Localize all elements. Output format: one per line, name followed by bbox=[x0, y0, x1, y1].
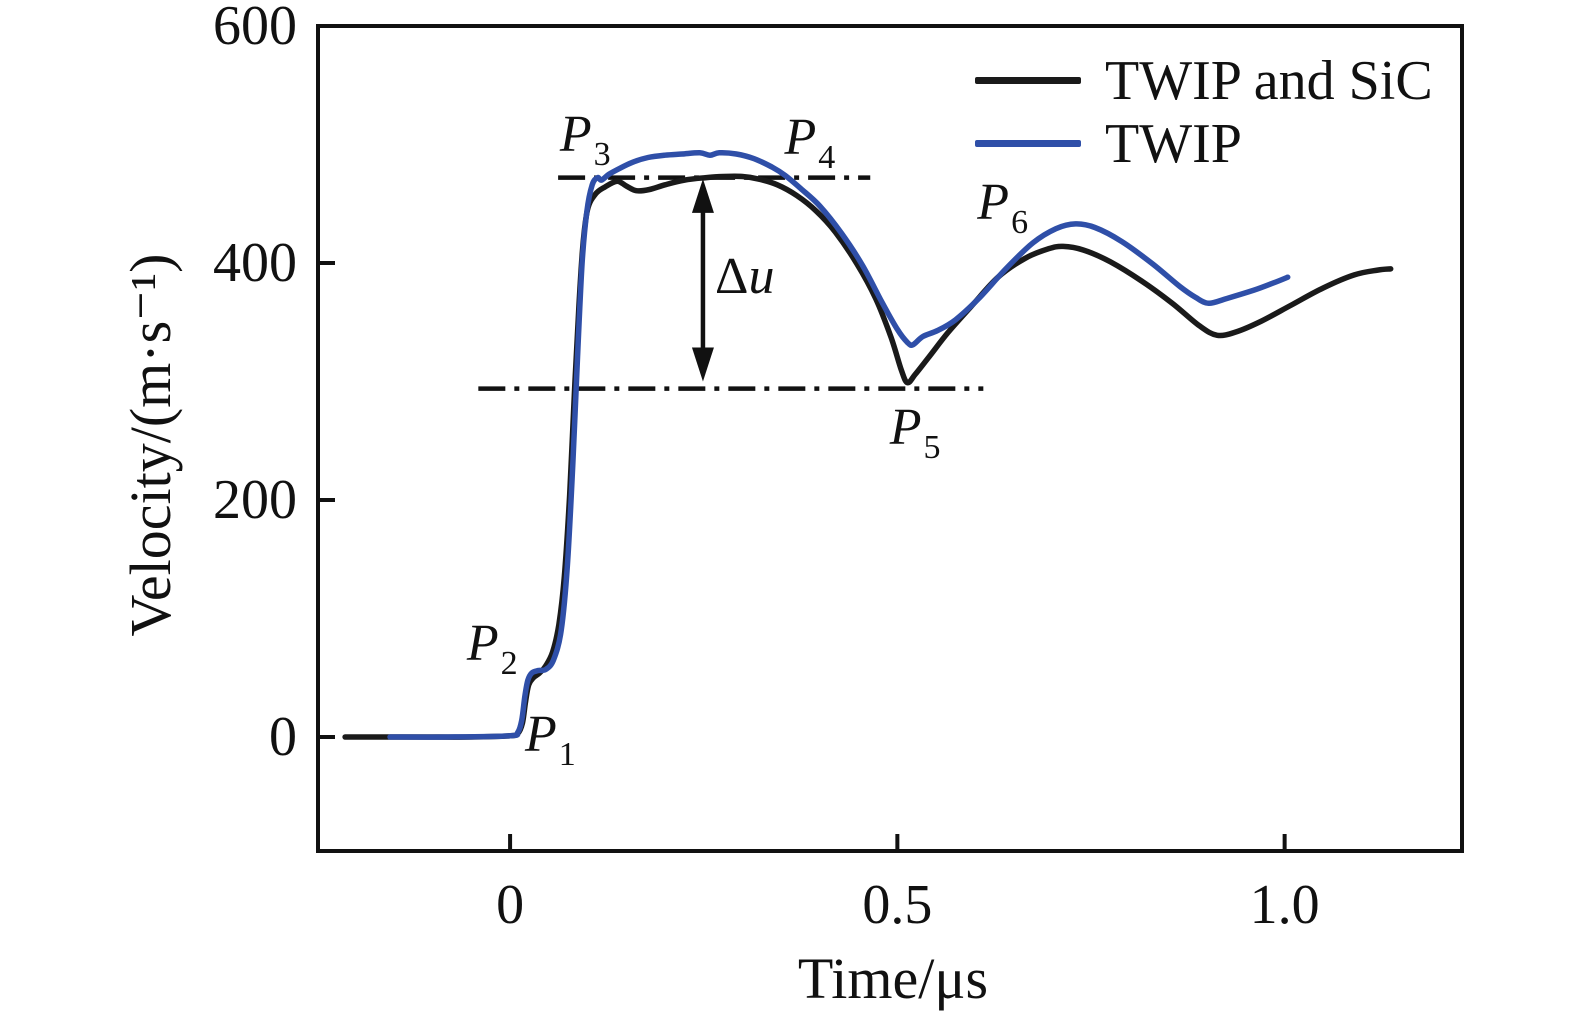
y-tick-label-600: 600 bbox=[213, 0, 297, 57]
annotation-main: P bbox=[889, 399, 922, 457]
annotation-prefix: Δ bbox=[715, 248, 749, 306]
annotation-subscript: 4 bbox=[818, 139, 836, 177]
annotation-p5: P5 bbox=[890, 402, 941, 474]
annotation-p3: P3 bbox=[559, 105, 611, 181]
plot-frame bbox=[316, 24, 1464, 853]
legend-item-twip-and-sic: TWIP and SiC bbox=[975, 49, 1433, 112]
annotation-p4: P4 bbox=[784, 112, 835, 184]
series-twip-and-sic bbox=[342, 173, 1394, 740]
delta-u-arrow-head-up bbox=[691, 178, 714, 213]
annotation-main: P bbox=[784, 109, 817, 167]
legend-line-swatch-black bbox=[975, 77, 1081, 84]
legend-line-swatch-blue bbox=[975, 140, 1081, 147]
annotation-subscript: 1 bbox=[558, 736, 576, 774]
legend-label-twip: TWIP bbox=[1105, 112, 1242, 175]
delta-u-arrow-head-down bbox=[691, 347, 714, 382]
y-tick-label-400: 400 bbox=[213, 232, 297, 294]
annotation-main: P bbox=[466, 615, 499, 673]
annotation-main: P bbox=[977, 174, 1010, 232]
annotation-subscript: 6 bbox=[1011, 204, 1029, 242]
annotation-main: u bbox=[748, 248, 775, 306]
y-tick-label-0: 0 bbox=[269, 706, 297, 768]
x-tick-label-0.5: 0.5 bbox=[862, 874, 933, 936]
legend-item-twip: TWIP bbox=[975, 112, 1433, 175]
x-axis-title: Time/μs bbox=[797, 946, 989, 1011]
x-tick-label-0: 0 bbox=[496, 874, 525, 936]
y-tick-label-200: 200 bbox=[213, 469, 297, 531]
annotation-subscript: 3 bbox=[593, 135, 611, 173]
series-twip bbox=[387, 150, 1291, 740]
annotation-subscript: 5 bbox=[923, 429, 941, 467]
y-axis-title: Velocity/(m·s⁻¹) bbox=[118, 253, 183, 637]
annotation-p6: P6 bbox=[977, 177, 1028, 249]
annotation-delta-u: Δu bbox=[715, 251, 774, 303]
annotation-subscript: 2 bbox=[500, 645, 518, 683]
annotation-p1: P1 bbox=[525, 709, 576, 781]
legend-label-twip-and-sic: TWIP and SiC bbox=[1105, 49, 1433, 112]
x-tick-label-1.0: 1.0 bbox=[1249, 874, 1320, 936]
annotation-main: P bbox=[559, 105, 592, 163]
legend: TWIP and SiC TWIP bbox=[975, 49, 1433, 175]
annotation-p2: P2 bbox=[467, 618, 518, 690]
annotation-main: P bbox=[524, 706, 557, 764]
